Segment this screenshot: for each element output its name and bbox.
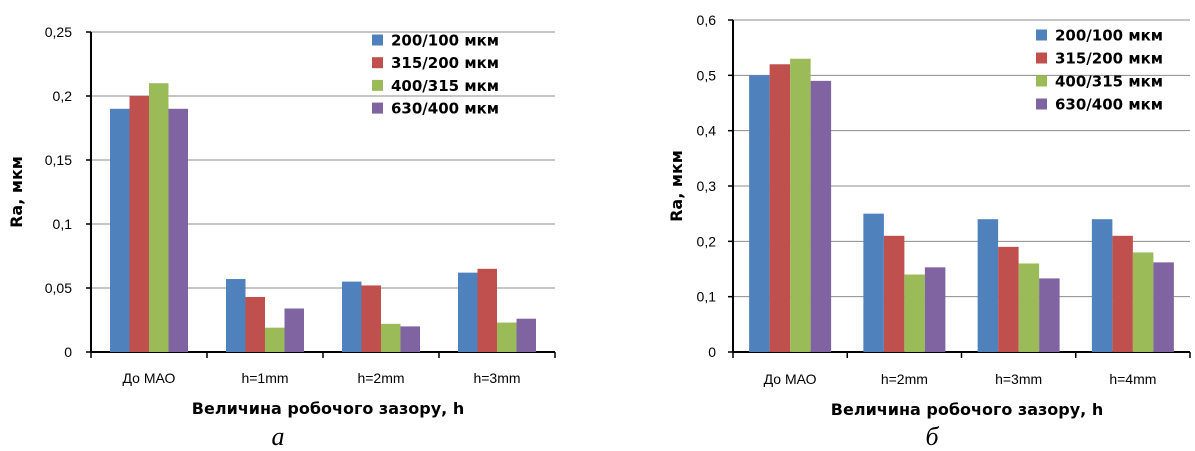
y-tick-label: 0,3 [697,178,717,194]
legend-swatch-4 [1036,98,1047,110]
x-tick-label: h=1mm [241,370,288,386]
y-axis-title: Ra, мкм [667,150,686,222]
x-tick-label: h=3mm [473,370,520,386]
y-axis-title: Ra, мкм [7,156,26,228]
bar-3-3 [1018,263,1040,352]
chart-a: 0 0,05 0,1 0,15 0,2 0,25 До МАО h=1mm h=2mm h=3mm… [7,24,556,451]
bar-3-2 [904,274,925,352]
bar-2-1 [129,96,149,352]
x-axis-title: Величина робочого зазору, h [831,400,1103,419]
legend-swatch-3 [372,79,383,91]
y-tick-label: 0,1 [53,216,73,232]
y-tick-label: 0,15 [45,152,72,168]
bar-3-4 [497,322,517,352]
bar-3-1 [790,58,811,352]
y-tick-label: 0,5 [697,67,717,83]
chart-b: 0 0,1 0,2 0,3 0,4 0,5 0,6 До МАО h=2mm h=3mm h=4mm… [667,12,1191,451]
x-tick-label: До МАО [123,370,176,386]
bar-1-2 [863,213,884,352]
y-tick-label: 0 [708,344,716,360]
y-tick-label: 0,2 [697,233,717,249]
bar-2-3 [361,285,381,352]
legend-label-3: 400/315 мкм [391,77,499,95]
y-tick-label: 0,6 [697,12,717,28]
legend-label-2: 315/200 мкм [1055,50,1163,68]
legend-swatch-1 [372,34,383,46]
bar-1-2 [226,279,246,352]
bar-1-3 [342,281,362,352]
legend-swatch-2 [372,57,383,69]
y-tick-label: 0,4 [697,123,717,139]
x-tick-label: h=3mm [995,371,1042,387]
legend-swatch-1 [1036,29,1047,41]
y-tick-label: 0,25 [45,24,72,40]
bar-2-4 [1112,235,1133,352]
legend-label-4: 630/400 мкм [391,100,499,118]
y-tick-label: 0,05 [45,280,72,296]
bar-3-2 [265,327,285,352]
legend-swatch-2 [1036,52,1047,64]
x-tick-label: h=4mm [1109,371,1156,387]
x-tick-label: h=2mm [881,371,928,387]
legend-label-4: 630/400 мкм [1055,96,1163,114]
bar-1-1 [110,108,130,352]
legend-label-2: 315/200 мкм [391,54,499,72]
bar-4-4 [516,318,536,352]
bar-1-3 [977,219,999,352]
x-tick-label: До МАО [764,371,817,387]
bar-2-4 [477,268,497,352]
bar-4-3 [1039,278,1060,352]
bar-1-1 [749,75,770,352]
legend-swatch-4 [372,102,383,114]
legend-label-3: 400/315 мкм [1055,73,1163,91]
x-tick-label: h=2mm [357,370,404,386]
bar-2-1 [769,64,791,353]
legend-label-1: 200/100 мкм [391,32,499,50]
legend-swatch-3 [1036,75,1047,87]
bar-1-4 [1091,219,1113,352]
legend-label-1: 200/100 мкм [1055,27,1163,45]
bar-2-3 [998,246,1019,352]
bar-4-1 [168,108,188,352]
y-tick-label: 0,2 [53,88,73,104]
bar-3-1 [149,83,169,352]
bar-4-2 [284,308,304,352]
bar-4-3 [400,326,420,352]
bar-4-1 [810,80,832,352]
bar-4-2 [924,267,946,352]
bar-3-3 [381,323,401,352]
bar-4-4 [1153,262,1174,352]
chart-caption: а [272,422,285,451]
x-axis-title: Величина робочого зазору, h [192,399,464,418]
bar-3-4 [1132,252,1154,352]
y-tick-label: 0,1 [697,289,717,305]
bar-2-2 [245,296,265,352]
y-tick-label: 0 [64,344,72,360]
bar-1-4 [458,272,478,352]
bar-2-2 [883,235,905,352]
chart-caption: б [925,422,939,451]
